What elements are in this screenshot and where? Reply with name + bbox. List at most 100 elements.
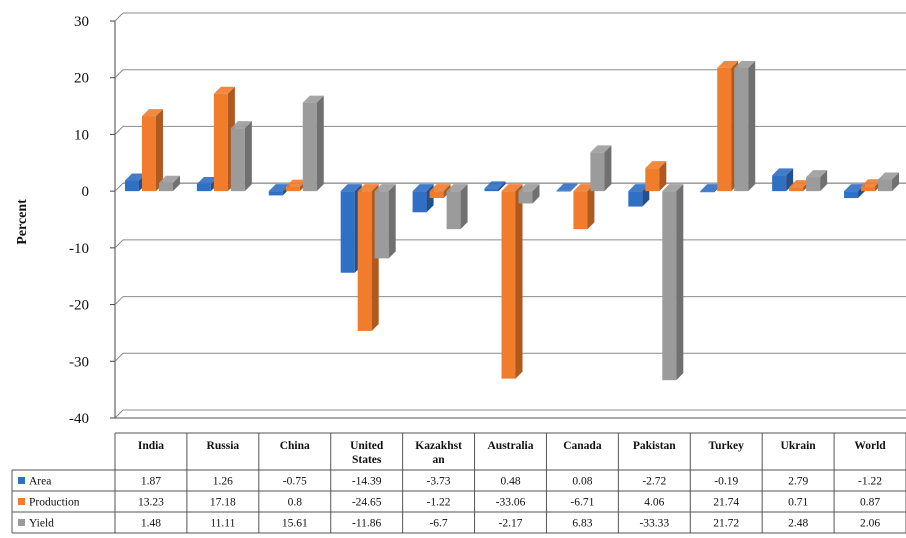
bar-top xyxy=(628,184,650,192)
bar-front xyxy=(124,180,139,192)
data-label: -0.75 xyxy=(283,476,307,488)
data-label: 2.48 xyxy=(788,518,808,530)
gridline-depth xyxy=(114,12,124,22)
data-label: -33.33 xyxy=(639,518,669,530)
bar-front xyxy=(412,191,427,213)
bar-top xyxy=(446,184,468,192)
bar-side xyxy=(676,184,684,381)
bar-area xyxy=(556,183,578,192)
bar-front xyxy=(357,191,372,331)
bar-top xyxy=(518,184,540,192)
bar-front xyxy=(158,182,173,192)
data-label: 17.18 xyxy=(210,497,236,509)
y-tick-label: -30 xyxy=(69,354,89,370)
bar-front xyxy=(374,191,389,259)
bar-yield xyxy=(806,170,828,192)
bar-top xyxy=(340,184,362,192)
legend-key-yield xyxy=(18,519,25,526)
data-label: -11.86 xyxy=(352,518,382,530)
legend-key-production xyxy=(18,498,25,505)
data-label: 1.26 xyxy=(213,476,233,488)
bar-side xyxy=(316,95,324,192)
data-label: -0.19 xyxy=(714,476,738,488)
bar-front xyxy=(501,191,516,379)
bar-side xyxy=(570,183,578,192)
bar-area xyxy=(484,181,506,192)
gridline-depth xyxy=(114,126,124,135)
legend-label: Production xyxy=(29,497,80,509)
bar-production xyxy=(645,161,667,192)
bar-side xyxy=(244,121,252,192)
bar-top xyxy=(285,179,307,187)
bar-top xyxy=(213,86,235,94)
bar-front xyxy=(446,191,461,230)
y-tick-label: 20 xyxy=(74,71,89,87)
data-label: 2.06 xyxy=(860,518,880,530)
bar-side xyxy=(748,60,756,192)
bar-top xyxy=(357,184,379,192)
data-label: 0.08 xyxy=(572,476,592,488)
bar-yield xyxy=(230,121,252,192)
bar-top xyxy=(717,60,739,68)
bar-top xyxy=(412,184,434,192)
bar-yield xyxy=(446,184,468,230)
bar-top xyxy=(556,183,578,191)
data-label: 0.48 xyxy=(500,476,520,488)
bar-top xyxy=(230,121,252,129)
bar-area xyxy=(412,184,434,213)
x-tick-label: China xyxy=(280,440,310,452)
bar-yield xyxy=(302,95,324,192)
bar-top xyxy=(374,184,396,192)
bar-top xyxy=(124,173,146,181)
bar-top xyxy=(789,180,811,188)
bar-front xyxy=(268,191,283,196)
x-tick-label: Turkey xyxy=(709,440,745,452)
bar-front xyxy=(662,191,677,381)
x-tick-label: Ukrain xyxy=(781,440,817,452)
x-tick-label: United xyxy=(350,440,384,452)
bar-front xyxy=(844,191,859,199)
bar-front xyxy=(734,67,749,192)
bar-side xyxy=(820,170,828,192)
bar-front xyxy=(213,93,228,192)
bar-yield xyxy=(878,172,900,192)
bar-top xyxy=(806,170,828,178)
bar-side xyxy=(659,161,667,192)
gridline-depth xyxy=(114,239,124,249)
data-label: 1.48 xyxy=(141,518,161,530)
bar-front xyxy=(196,183,211,192)
data-label: 1.87 xyxy=(141,476,161,488)
bar-front xyxy=(861,186,876,192)
bar-side xyxy=(892,172,900,192)
gridline-depth xyxy=(114,296,124,305)
y-tick-label: -10 xyxy=(69,241,89,257)
bar-side xyxy=(604,145,612,192)
x-tick-label: Kazakhst xyxy=(415,440,462,452)
bar-front xyxy=(628,191,643,207)
data-label: -2.17 xyxy=(499,518,523,530)
bar-side xyxy=(155,109,163,192)
bar-top xyxy=(844,184,866,192)
data-label: 0.87 xyxy=(860,497,880,509)
bar-yield xyxy=(518,184,540,204)
data-label: 0.8 xyxy=(288,497,303,509)
x-tick-label: Russia xyxy=(207,440,240,452)
bar-front xyxy=(429,191,444,199)
data-label: 21.74 xyxy=(713,497,739,509)
bar-front xyxy=(573,191,588,230)
bar-production xyxy=(501,184,523,379)
data-label: 6.83 xyxy=(572,518,592,530)
gridline-depth xyxy=(114,352,124,362)
bar-top xyxy=(772,168,794,176)
bar-area xyxy=(628,184,650,207)
bar-yield xyxy=(374,184,396,259)
x-tick-label: World xyxy=(854,440,886,452)
data-label: -1.22 xyxy=(427,497,451,509)
x-tick-label: India xyxy=(138,440,164,452)
legend-label: Area xyxy=(29,476,51,488)
bar-side xyxy=(587,184,595,230)
data-table: India Russia China United States Kazakhst an Au… xyxy=(11,432,906,534)
y-tick-label: -40 xyxy=(69,411,89,427)
bar-front xyxy=(772,175,787,192)
bar-production xyxy=(573,184,595,230)
